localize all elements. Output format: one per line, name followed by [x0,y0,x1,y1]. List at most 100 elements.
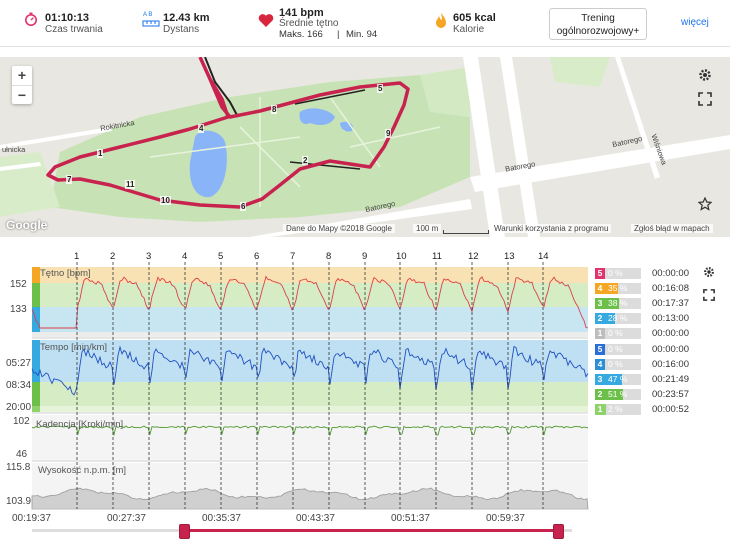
zone-percent: 47 % [608,374,628,384]
chart-fullscreen-icon[interactable] [703,288,715,301]
x-tick: 00:19:37 [12,513,51,524]
duration-label: Czas trwania [45,24,103,35]
activity-summary-header: 01:10:13 Czas trwania A B 12.43 km Dysta… [0,0,730,46]
gear-icon[interactable] [698,68,712,82]
chart-settings-icon[interactable] [703,265,715,277]
lap-label: 1 [74,251,80,262]
zone-percent-fill [605,389,624,400]
zone-time: 00:13:00 [652,313,689,324]
training-type-line2: ogólnorozwojowy+ [556,26,640,37]
zone-percent-fill [605,283,618,294]
zone-number: 4 [595,283,605,294]
zone-time: 00:17:37 [652,298,689,309]
zone-time: 00:00:52 [652,404,689,415]
flame-icon [435,12,447,29]
map-terms-link[interactable]: Warunki korzystania z programu [491,224,612,233]
hr-chart-title: Tętno [bpm] [40,268,91,279]
more-link[interactable]: więcej [681,17,709,28]
zone-row: 2 51 % 00:23:57 [595,389,725,404]
zone-percent-fill [605,374,622,385]
hr-value: 141 bpm [279,7,324,19]
zone-percent-fill [605,298,619,309]
zone-row: 3 38 % 00:17:37 [595,298,725,313]
hr-separator: | [337,29,340,40]
hr-tick: 133 [10,304,27,315]
lap-label: 6 [254,251,260,262]
zone-time: 00:16:08 [652,283,689,294]
lap-label: 11 [432,251,442,262]
km-marker: 7 [66,175,73,184]
zone-number: 1 [595,328,605,339]
distance-label: Dystans [163,24,200,35]
zoom-out-button[interactable]: − [17,87,27,103]
km-marker: 2 [302,156,309,165]
elevation-tick: 103.9 [6,496,32,507]
map-data-credit: Dane do Mapy ©2018 Google [283,224,395,233]
zone-number: 1 [595,404,605,415]
zone-percent: 51 % [608,389,628,399]
lap-label: 5 [218,251,224,262]
cadence-tick: 102 [13,416,30,427]
x-tick: 00:35:37 [202,513,241,524]
zone-time: 00:21:49 [652,374,689,385]
lap-label: 10 [396,251,407,262]
timeline-end-handle[interactable] [553,524,564,539]
zone-number: 5 [595,268,605,279]
km-marker: 8 [271,105,278,114]
training-type-button[interactable]: Trening ogólnorozwojowy+ [549,8,647,40]
lap-label: 4 [182,251,188,262]
zone-percent: 0 % [608,344,623,354]
street-label: ułnicka [2,145,26,154]
route-map[interactable]: Rokitnicka Batorego Batorego Batorego Wi… [0,57,730,237]
kcal-value: 605 kcal [453,12,496,24]
lap-label: 13 [504,251,515,262]
scale-bar [443,230,489,234]
lap-label: 3 [146,251,152,262]
zone-percent-bar: 28 % [605,313,641,324]
google-logo: Google [6,218,48,232]
map-scale: 100 m [413,224,442,233]
map-canvas [0,57,730,237]
star-icon[interactable] [697,196,713,211]
map-report-link[interactable]: Zgłoś błąd w mapach [631,224,713,233]
zone-percent: 35 % [608,283,628,293]
zoom-in-button[interactable]: + [12,66,32,86]
km-marker: 9 [385,129,392,138]
zone-percent: 0 % [608,268,623,278]
x-tick: 00:51:37 [391,513,430,524]
km-marker: 10 [160,196,171,205]
kcal-label: Kalorie [453,24,485,35]
hr-label: Średnie tętno [279,18,339,29]
zone-row: 4 35 % 00:16:08 [595,283,725,298]
distance-icon-letters: A B [143,12,153,18]
zone-number: 2 [595,313,605,324]
lap-label: 7 [290,251,296,262]
km-marker: 1 [97,149,104,158]
hr-max: Maks. 166 [279,29,323,40]
zone-percent-fill [605,313,616,324]
zone-percent-bar: 2 % [605,404,641,415]
zone-percent: 28 % [608,313,628,323]
lap-label: 9 [362,251,368,262]
duration-value: 01:10:13 [45,12,90,24]
zone-percent-bar: 35 % [605,283,641,294]
x-tick: 00:27:37 [107,513,146,524]
zone-percent-fill [605,404,606,415]
zone-percent-bar: 47 % [605,374,641,385]
zone-number: 4 [595,359,605,370]
zone-percent-bar: 0 % [605,328,641,339]
stopwatch-icon [24,12,38,26]
km-marker: 5 [377,84,384,93]
fullscreen-icon[interactable] [698,92,712,106]
lap-label: 8 [326,251,332,262]
zone-time: 00:00:00 [652,344,689,355]
zone-percent-bar: 0 % [605,344,641,355]
cadence-tick: 46 [16,449,28,460]
km-marker: 11 [125,180,136,189]
pace-tick: 08:34 [6,380,32,391]
timeline-start-handle[interactable] [179,524,190,539]
km-marker: 4 [198,124,205,133]
